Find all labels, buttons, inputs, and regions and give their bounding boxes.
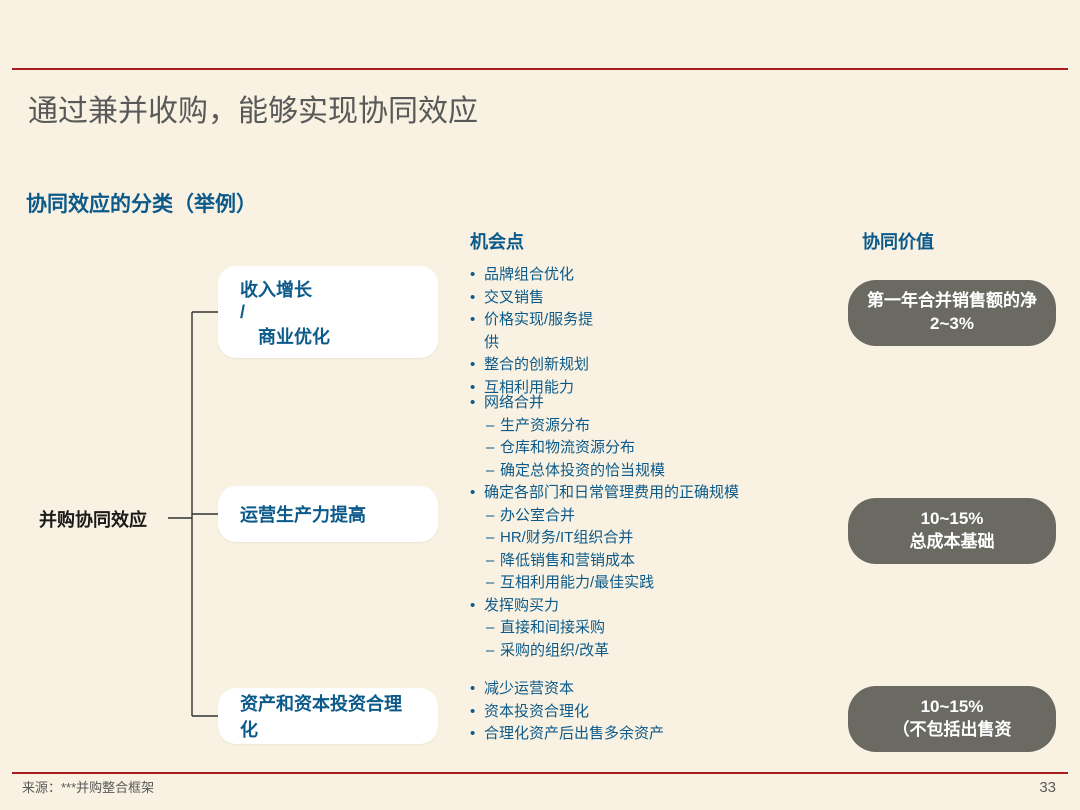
- opportunity-subitem: 仓库和物流资源分布: [470, 437, 840, 460]
- opportunity-item: 整合的创新规划: [470, 354, 840, 377]
- value-pill: 10~15%（不包括出售资: [848, 686, 1056, 752]
- category-box: 收入增长/ 商业优化: [218, 266, 438, 358]
- section-subtitle: 协同效应的分类（举例）: [26, 188, 257, 218]
- opportunity-item: 价格实现/服务提: [470, 309, 840, 332]
- opportunity-subitem: HR/财务/IT组织合并: [470, 527, 840, 550]
- bottom-divider: [12, 772, 1068, 774]
- category-box: 运营生产力提高: [218, 486, 438, 542]
- opportunity-subitem: 确定总体投资的恰当规模: [470, 460, 840, 483]
- opportunity-subitem: 互相利用能力/最佳实践: [470, 572, 840, 595]
- opportunity-item: 合理化资产后出售多余资产: [470, 723, 840, 746]
- opportunity-item: 品牌组合优化: [470, 264, 840, 287]
- column-header-value: 协同价值: [862, 228, 934, 254]
- value-pill: 10~15%总成本基础: [848, 498, 1056, 564]
- opportunity-item: 减少运营资本: [470, 678, 840, 701]
- opportunity-item: 供: [470, 332, 840, 355]
- opportunity-subitem: 办公室合并: [470, 505, 840, 528]
- category-box: 资产和资本投资合理化: [218, 688, 438, 744]
- opportunity-subitem: 生产资源分布: [470, 415, 840, 438]
- opportunity-item: 确定各部门和日常管理费用的正确规模: [470, 482, 840, 505]
- opportunity-list: 品牌组合优化交叉销售价格实现/服务提供整合的创新规划互相利用能力: [470, 264, 840, 399]
- opportunity-item: 资本投资合理化: [470, 701, 840, 724]
- opportunity-list: 减少运营资本资本投资合理化合理化资产后出售多余资产: [470, 678, 840, 746]
- opportunity-item: 网络合并: [470, 392, 840, 415]
- opportunity-subitem: 降低销售和营销成本: [470, 550, 840, 573]
- top-divider: [12, 68, 1068, 70]
- page-number: 33: [1039, 779, 1056, 796]
- source-text: 来源：***并购整合框架: [22, 777, 154, 796]
- opportunity-item: 交叉销售: [470, 287, 840, 310]
- opportunity-item: 发挥购买力: [470, 595, 840, 618]
- column-header-opportunity: 机会点: [470, 228, 524, 254]
- root-node: 并购协同效应: [18, 494, 168, 544]
- opportunity-list: 网络合并生产资源分布仓库和物流资源分布确定总体投资的恰当规模确定各部门和日常管理…: [470, 392, 840, 662]
- opportunity-subitem: 直接和间接采购: [470, 617, 840, 640]
- value-pill: 第一年合并销售额的净 2~3%: [848, 280, 1056, 346]
- opportunity-subitem: 采购的组织/改革: [470, 640, 840, 663]
- page-title: 通过兼并收购，能够实现协同效应: [28, 86, 478, 130]
